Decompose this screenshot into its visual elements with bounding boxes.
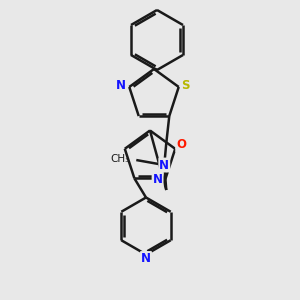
Text: O: O	[176, 138, 186, 151]
Text: N: N	[153, 173, 163, 186]
Text: CH₃: CH₃	[110, 154, 129, 164]
Text: S: S	[182, 80, 190, 92]
Text: N: N	[116, 80, 126, 92]
Text: N: N	[159, 158, 169, 172]
Text: N: N	[141, 252, 151, 265]
